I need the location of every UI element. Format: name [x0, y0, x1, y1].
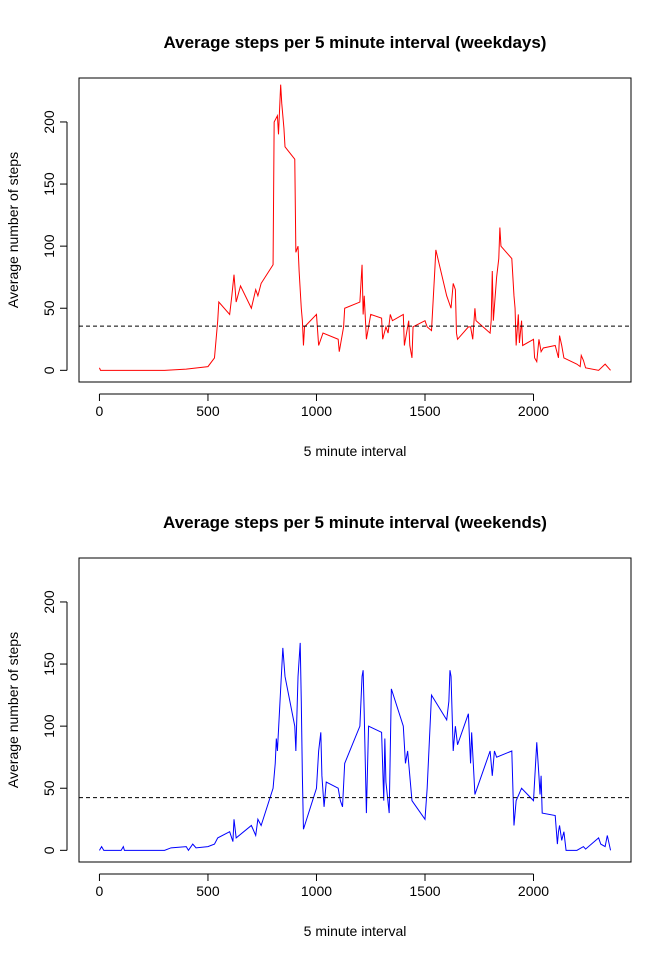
- y-axis-label: Average number of steps: [5, 632, 21, 788]
- data-line: [98, 84, 611, 371]
- y-tick-label: 0: [41, 846, 57, 854]
- y-tick-label: 100: [41, 714, 57, 738]
- x-tick-label: 2000: [518, 883, 549, 899]
- y-tick-label: 100: [41, 234, 57, 258]
- x-tick-label: 0: [96, 883, 104, 899]
- x-axis-label: 5 minute interval: [304, 923, 407, 939]
- x-tick-label: 0: [96, 403, 104, 419]
- data-line: [99, 642, 612, 852]
- chart-title: Average steps per 5 minute interval (wee…: [164, 33, 547, 52]
- y-axis-label: Average number of steps: [5, 152, 21, 308]
- plot-frame: [78, 557, 632, 863]
- y-tick-label: 50: [41, 780, 57, 796]
- y-tick-label: 0: [41, 366, 57, 374]
- y-tick-label: 150: [41, 172, 57, 196]
- plot-frame: [78, 77, 632, 383]
- x-tick-label: 500: [196, 403, 220, 419]
- y-tick-label: 200: [41, 590, 57, 614]
- x-axis-label: 5 minute interval: [304, 443, 407, 459]
- x-tick-label: 1000: [301, 403, 332, 419]
- x-tick-label: 2000: [518, 403, 549, 419]
- y-tick-label: 150: [41, 652, 57, 676]
- x-tick-label: 500: [196, 883, 220, 899]
- y-tick-label: 200: [41, 110, 57, 134]
- chart-title: Average steps per 5 minute interval (wee…: [163, 513, 547, 532]
- y-tick-label: 50: [41, 300, 57, 316]
- x-tick-label: 1500: [409, 883, 440, 899]
- x-tick-label: 1500: [409, 403, 440, 419]
- x-tick-label: 1000: [301, 883, 332, 899]
